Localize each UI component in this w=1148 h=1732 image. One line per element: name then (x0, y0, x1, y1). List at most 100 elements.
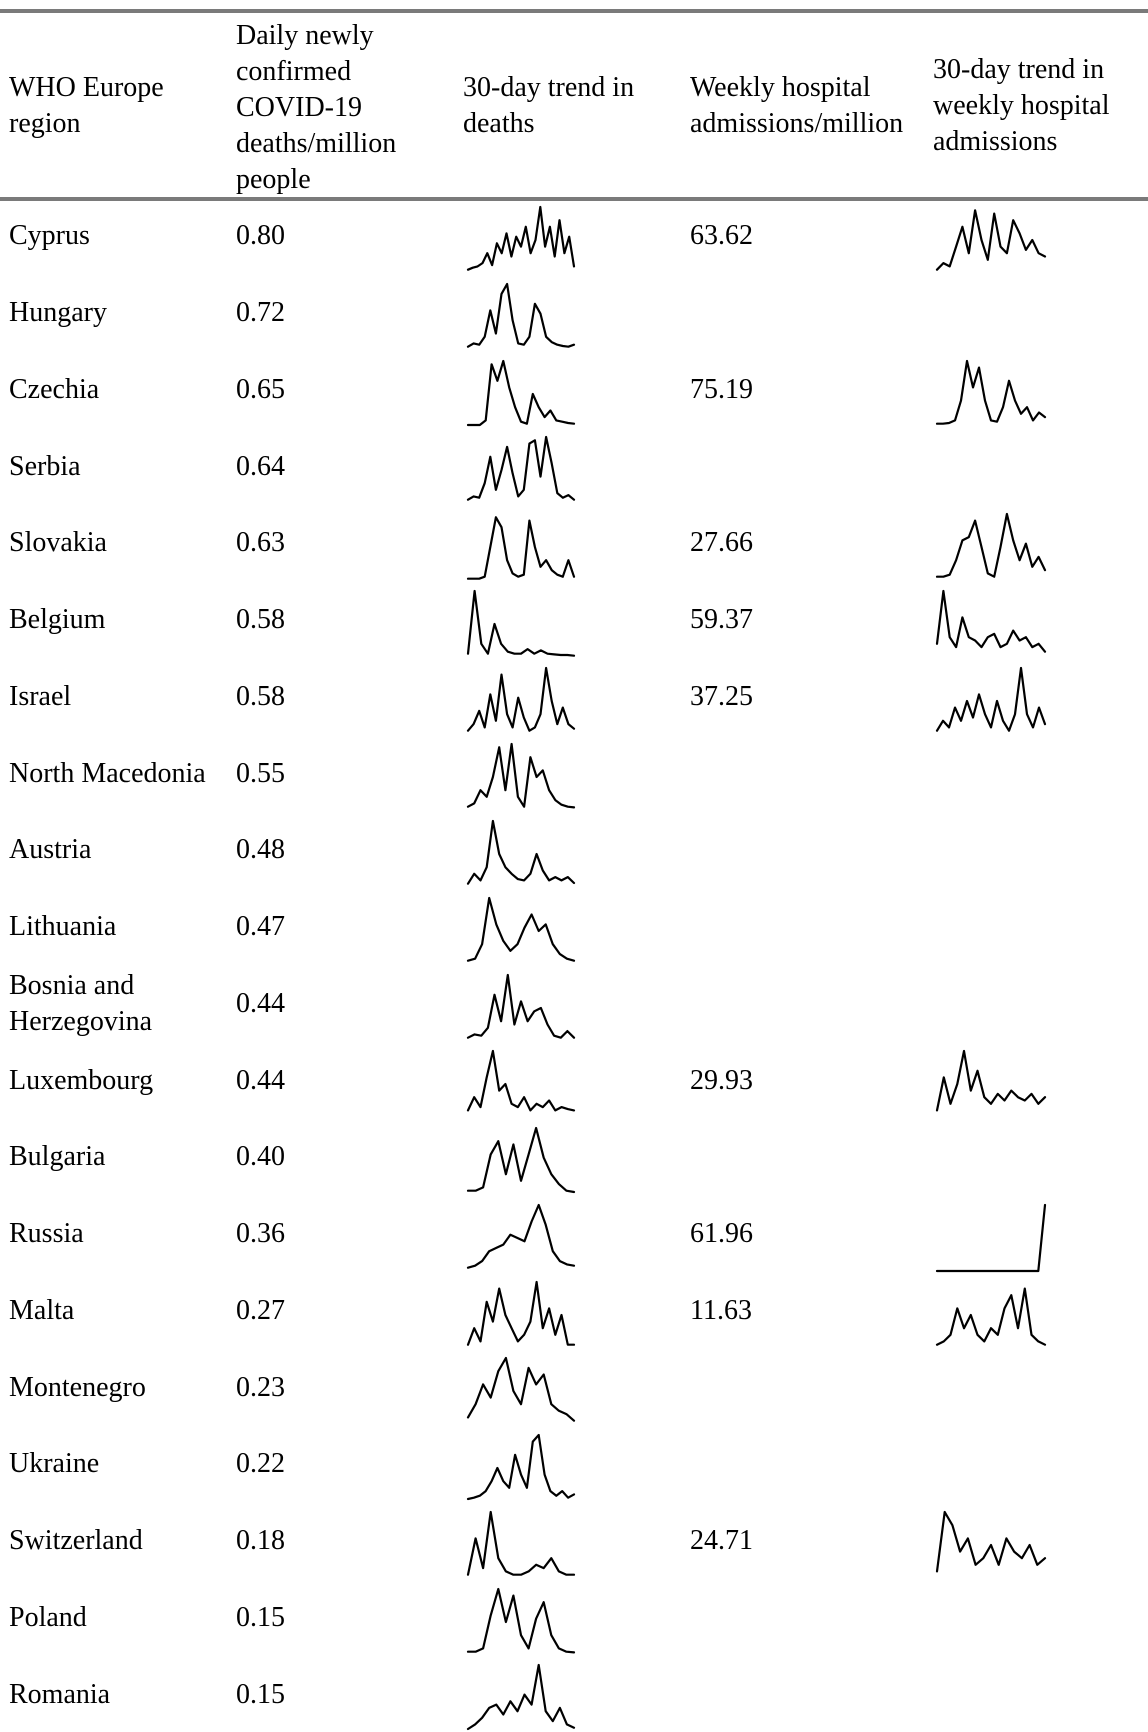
deaths-trend-sparkline (466, 516, 576, 580)
deaths-trend-sparkline (466, 282, 576, 348)
deaths-trend-sparkline-line (466, 359, 576, 426)
cell-region-line: Montenegro (9, 1371, 146, 1403)
admissions-trend-sparkline (935, 512, 1047, 578)
header-deaths-line: COVID-19 (236, 92, 362, 123)
cell-region-line: Israel (9, 680, 72, 712)
deaths-trend-sparkline-line (466, 743, 576, 809)
cell-deaths: 0.18 (236, 1525, 285, 1557)
deaths-trend-sparkline (466, 819, 576, 885)
deaths-trend-sparkline (466, 1126, 576, 1194)
deaths-trend-sparkline-line (466, 1357, 576, 1423)
admissions-trend-sparkline (935, 359, 1047, 425)
deaths-trend-sparkline-line (466, 282, 576, 348)
deaths-trend-sparkline-line (466, 205, 576, 271)
cell-deaths: 0.44 (236, 1064, 285, 1096)
cell-region: Israel (9, 679, 71, 715)
header-deaths-trend: 30-day trend in deaths (463, 70, 634, 142)
cell-deaths: 0.58 (236, 680, 285, 712)
cell-region: Luxembourg (9, 1063, 153, 1099)
cell-region-line: Bosnia and (9, 969, 135, 1001)
cell-region-line: Romania (9, 1678, 111, 1710)
cell-region: Lithuania (9, 909, 116, 945)
admissions-trend-sparkline (935, 209, 1047, 271)
cell-region-line: Poland (9, 1601, 87, 1633)
cell-region: Slovakia (9, 525, 107, 561)
cell-deaths: 0.55 (236, 757, 285, 789)
admissions-trend-sparkline-line (935, 209, 1047, 271)
deaths-trend-sparkline-line (466, 1203, 576, 1269)
cell-region: Belgium (9, 602, 105, 638)
admissions-trend-sparkline-line (935, 1510, 1047, 1573)
header-region-line: WHO Europe (9, 72, 164, 103)
table-top-rule (0, 9, 1148, 13)
cell-region: North Macedonia (9, 756, 206, 792)
cell-deaths: 0.36 (236, 1218, 285, 1250)
cell-deaths: 0.22 (236, 1448, 285, 1480)
cell-admissions: 11.63 (690, 1294, 752, 1326)
header-rule (0, 197, 1148, 201)
cell-admissions: 63.62 (690, 220, 753, 252)
cell-region: Malta (9, 1293, 74, 1329)
deaths-trend-sparkline-line (466, 436, 576, 502)
deaths-trend-sparkline-line (466, 1587, 576, 1654)
deaths-trend-sparkline (466, 1433, 576, 1501)
deaths-trend-sparkline (466, 205, 576, 271)
deaths-trend-sparkline-line (466, 516, 576, 580)
header-region: WHO Europe region (9, 70, 164, 142)
cell-region-line: Serbia (9, 450, 81, 482)
deaths-trend-sparkline (466, 973, 576, 1039)
header-admissions-line: Weekly hospital (690, 72, 871, 103)
cell-region: Hungary (9, 295, 107, 331)
admissions-trend-sparkline (935, 1286, 1047, 1346)
cell-region-line: Bulgaria (9, 1141, 106, 1173)
admissions-trend-sparkline-line (935, 512, 1047, 578)
cell-region-line: Malta (9, 1294, 75, 1326)
header-admissions-trend-line: weekly hospital (933, 90, 1110, 121)
admissions-trend-sparkline-line (935, 589, 1047, 653)
header-deaths: Daily newly confirmed COVID-19 deaths/mi… (236, 18, 396, 198)
deaths-trend-sparkline (466, 436, 576, 502)
deaths-trend-sparkline (466, 743, 576, 809)
deaths-trend-sparkline (466, 1357, 576, 1423)
cell-region: Ukraine (9, 1446, 99, 1482)
admissions-trend-sparkline (935, 1050, 1047, 1112)
cell-region-line: Russia (9, 1218, 84, 1250)
header-admissions-trend-line: 30-day trend in (933, 54, 1105, 85)
header-region-line: region (9, 108, 81, 139)
admissions-trend-sparkline (935, 666, 1047, 732)
header-deaths-line: deaths/million (236, 128, 397, 159)
header-deaths-line: confirmed (236, 56, 352, 87)
cell-deaths: 0.15 (236, 1678, 285, 1710)
cell-admissions: 59.37 (690, 604, 753, 636)
deaths-trend-sparkline-line (466, 973, 576, 1039)
deaths-trend-sparkline-line (466, 1126, 576, 1194)
cell-deaths: 0.58 (236, 604, 285, 636)
cell-region: Switzerland (9, 1523, 143, 1559)
deaths-trend-sparkline-line (466, 896, 576, 962)
header-admissions: Weekly hospital admissions/million (690, 70, 903, 142)
admissions-trend-sparkline-line (935, 666, 1047, 732)
cell-region-line: Slovakia (9, 527, 107, 559)
cell-region: Russia (9, 1216, 84, 1252)
cell-region-line: Herzegovina (9, 1005, 153, 1037)
cell-region: Czechia (9, 372, 99, 408)
deaths-trend-sparkline (466, 359, 576, 426)
cell-region-line: Belgium (9, 604, 106, 636)
cell-admissions: 29.93 (690, 1064, 753, 1096)
cell-deaths: 0.63 (236, 527, 285, 559)
cell-region: Romania (9, 1677, 110, 1713)
deaths-trend-sparkline-line (466, 1664, 576, 1731)
deaths-trend-sparkline (466, 1587, 576, 1654)
cell-admissions: 61.96 (690, 1218, 753, 1250)
cell-deaths: 0.47 (236, 911, 285, 943)
cell-deaths: 0.72 (236, 297, 285, 329)
admissions-trend-sparkline-line (935, 1203, 1047, 1272)
cell-admissions: 75.19 (690, 373, 753, 405)
cell-region: Bulgaria (9, 1139, 105, 1175)
cell-region-line: Luxembourg (9, 1064, 154, 1096)
header-deaths-trend-line: 30-day trend in (463, 72, 635, 103)
deaths-trend-sparkline (466, 1050, 576, 1112)
cell-deaths: 0.64 (236, 450, 285, 482)
cell-region-line: Cyprus (9, 220, 90, 252)
